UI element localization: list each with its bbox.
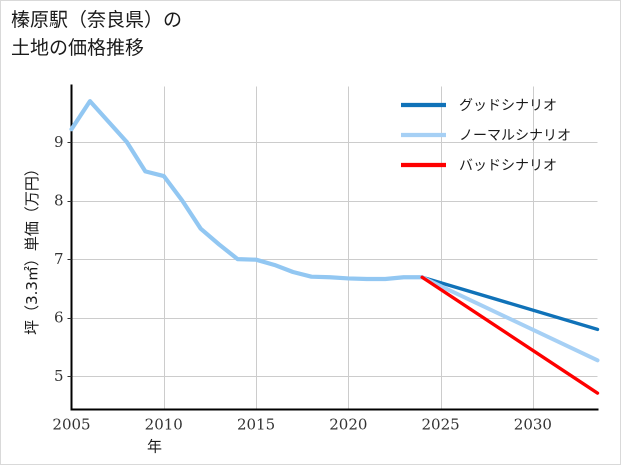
y-tick-label: 6 (54, 309, 64, 327)
x-tick-label: 2030 (514, 416, 552, 434)
plot-axes (70, 84, 599, 411)
legend-label-normal: ノーマルシナリオ (459, 128, 571, 144)
x-tick-label: 2005 (52, 416, 90, 434)
y-axis-title: 坪（3.3㎡）単価（万円） (23, 161, 41, 335)
x-tick-label: 2015 (237, 416, 275, 434)
series-line (420, 275, 600, 332)
legend-label-good: グッドシナリオ (459, 98, 557, 114)
y-tick-label: 9 (54, 133, 64, 151)
x-tick-label: 2025 (422, 416, 460, 434)
legend-label-bad: バッドシナリオ (459, 158, 557, 174)
x-tick-labels: 2005 2010 2015 2020 2025 2030 (52, 416, 552, 434)
series-line (69, 99, 425, 282)
page-title: 榛原駅（奈良県）の 土地の価格推移 (11, 9, 183, 59)
y-tick-label: 5 (54, 367, 64, 385)
y-tick-label: 7 (54, 250, 64, 268)
series-line (420, 275, 600, 363)
axis-titles: 年 坪（3.3㎡）単価（万円） (23, 161, 162, 455)
x-tick-label: 2010 (145, 416, 183, 434)
x-axis-title: 年 (147, 438, 162, 456)
y-tick-labels: 5 6 7 8 9 (54, 133, 72, 385)
y-tick-label: 8 (54, 192, 64, 210)
x-tick-label: 2020 (329, 416, 367, 434)
series-line (420, 275, 600, 395)
data-series (69, 99, 600, 395)
